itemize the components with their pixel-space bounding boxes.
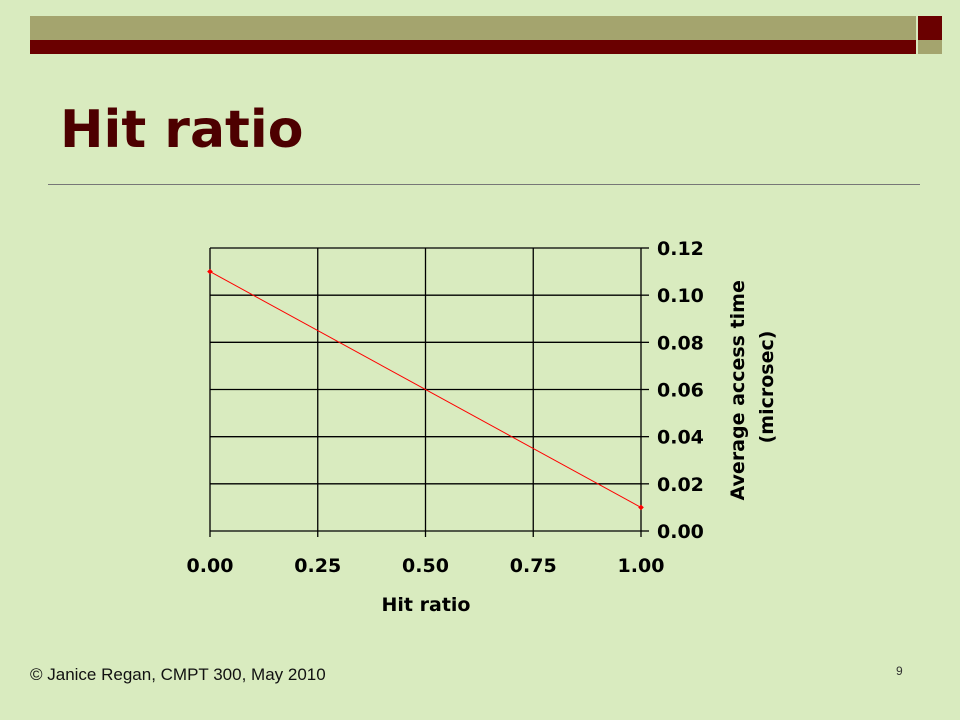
chart-tick-labels: 0.00 0.25 0.50 0.75 1.00 0.00 0.02 0.04 0.06 0.08…	[187, 238, 704, 577]
slide-title: Hit ratio	[60, 100, 304, 160]
data-point-marker	[638, 504, 644, 511]
y-tick-label: 0.12	[657, 238, 704, 260]
page-number: 9	[896, 664, 903, 678]
header-decor-olive-bar	[30, 16, 916, 40]
header-decor-square-maroon	[918, 16, 942, 40]
header-decor-square-olive	[918, 40, 942, 54]
x-tick-label: 1.00	[618, 555, 665, 577]
chart-series	[207, 268, 644, 511]
y-tick-label: 0.04	[657, 427, 704, 449]
y-tick-label: 0.02	[657, 474, 704, 496]
x-tick-label: 0.00	[187, 555, 234, 577]
y-axis-label-line2: (microsec)	[756, 331, 778, 444]
header-decor-maroon-bar	[30, 40, 916, 54]
series-line	[209, 271, 642, 508]
y-tick-label: 0.06	[657, 380, 704, 402]
y-tick-label: 0.08	[657, 332, 704, 354]
data-point-marker	[207, 268, 213, 275]
title-divider	[48, 184, 920, 185]
x-tick-label: 0.25	[294, 555, 341, 577]
footer-copyright: © Janice Regan, CMPT 300, May 2010	[30, 665, 326, 684]
x-tick-label: 0.75	[510, 555, 557, 577]
chart-grid	[209, 247, 649, 537]
y-tick-label: 0.10	[657, 285, 704, 307]
y-axis-label-line1: Average access time	[727, 280, 749, 500]
x-tick-label: 0.50	[402, 555, 449, 577]
y-tick-label: 0.00	[657, 521, 704, 543]
y-axis-label: Average access time (microsec)	[727, 274, 778, 501]
x-axis-label: Hit ratio	[382, 594, 471, 616]
